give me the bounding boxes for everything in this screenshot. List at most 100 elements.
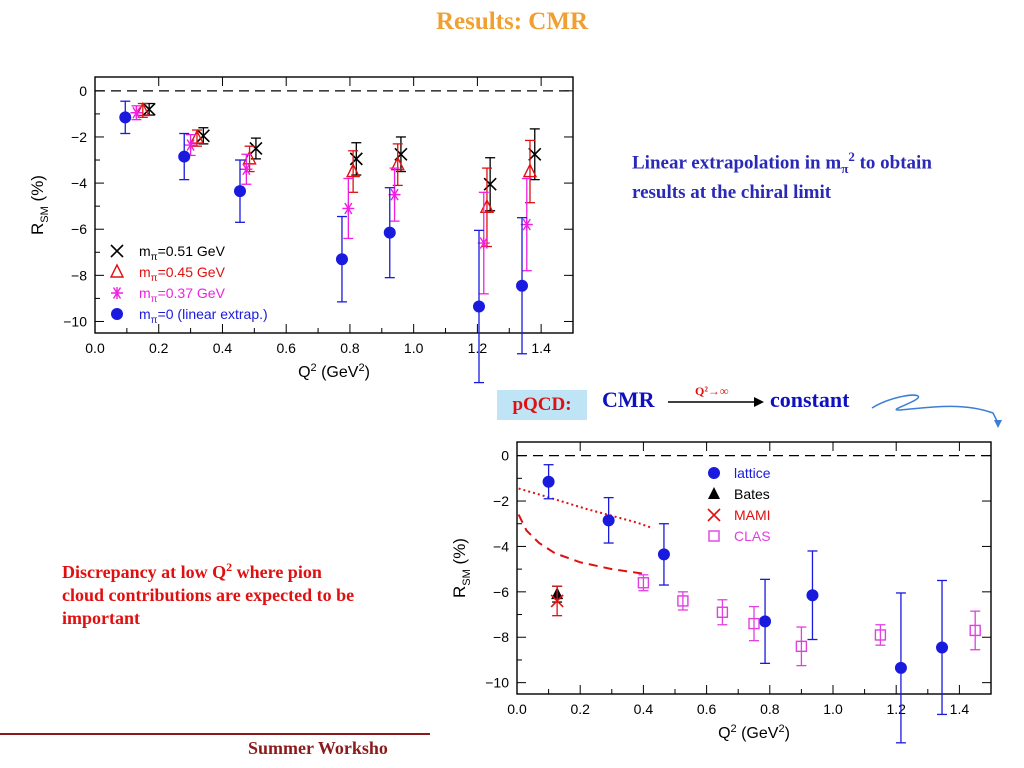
data-point	[759, 615, 772, 628]
data-point	[345, 162, 361, 178]
note-linear-subscript: π	[841, 161, 849, 177]
footer-divider	[0, 733, 430, 735]
data-point	[550, 594, 564, 608]
x-tick-label: 0.8	[760, 701, 780, 717]
x-tick-label: 0.4	[213, 340, 233, 356]
pqcd-limit: Q²→∞	[695, 384, 729, 398]
data-point	[130, 106, 143, 119]
y-tick-label: −2	[493, 493, 509, 509]
pqcd-label: pQCD:	[497, 390, 587, 420]
y-tick-label: −4	[71, 175, 87, 191]
y-tick-label: −8	[71, 267, 87, 283]
note-discrepancy-rest: where pion cloud contributions are expec…	[62, 562, 355, 628]
data-point	[894, 661, 907, 674]
x-tick-label: 0.2	[149, 340, 169, 356]
data-point	[874, 629, 887, 641]
data-point	[342, 202, 355, 215]
slide-title: Results: CMR	[435, 8, 589, 35]
y-tick-label: −6	[71, 221, 87, 237]
y-tick-label: −4	[493, 538, 509, 554]
note-linear-extrapolation: Linear extrapolation in mπ2 to obtain re…	[632, 145, 972, 205]
x-tick-label: 1.0	[823, 701, 843, 717]
x-axis-label: Q2 (GeV2)	[298, 362, 370, 381]
data-point	[936, 641, 949, 654]
legend-label: mπ=0.45 GeV	[139, 264, 226, 284]
x-tick-label: 0.8	[340, 340, 360, 356]
legend-label: mπ=0 (linear extrap.)	[139, 306, 268, 326]
x-tick-label: 0.6	[276, 340, 296, 356]
data-point	[178, 150, 191, 163]
legend-marker	[111, 308, 123, 320]
pqcd-cmr: CMR	[602, 387, 655, 412]
data-point	[390, 156, 405, 171]
data-point	[472, 300, 485, 313]
data-point	[677, 595, 689, 607]
y-tick-label: −10	[63, 313, 87, 329]
chart-lattice-vs-experiment: 0.0 0.2 0.4 0.6 0.8 1.0 1.2 1.4 0 −2 −4 −6 −8 −10 Q2 (…	[450, 441, 992, 744]
legend-label: Bates	[734, 486, 770, 502]
note-discrepancy-text: Discrepancy at low Q	[62, 562, 227, 582]
data-point	[388, 188, 401, 201]
data-point	[602, 514, 615, 527]
data-point	[748, 617, 760, 630]
data-point	[249, 141, 263, 156]
data-point	[240, 163, 253, 176]
data-point	[806, 589, 819, 602]
legend-label: mπ=0.37 GeV	[139, 285, 226, 305]
pqcd-constant: constant	[770, 387, 850, 412]
y-tick-label: −10	[485, 675, 509, 691]
data-point	[716, 606, 729, 618]
data-point	[795, 640, 808, 653]
plot-frame	[94, 76, 574, 334]
y-tick-label: 0	[501, 448, 509, 464]
x-tick-label: 0.0	[507, 701, 527, 717]
y-tick-label: −8	[493, 629, 509, 645]
note-linear-text: Linear extrapolation in m	[632, 152, 842, 174]
data-point	[522, 162, 538, 178]
curve-dotted	[518, 487, 654, 530]
note-linear-rest: to obtain results at the chiral limit	[632, 152, 932, 204]
data-point	[528, 147, 542, 161]
data-point	[233, 185, 246, 198]
plot-frame	[516, 441, 992, 695]
legend-marker	[111, 287, 123, 299]
x-tick-label: 0.2	[570, 701, 590, 717]
note-linear-superscript: 2	[848, 149, 855, 164]
data-point	[189, 129, 205, 144]
data-point	[637, 577, 650, 589]
x-tick-label: 1.4	[950, 701, 970, 717]
legend-marker	[707, 508, 721, 522]
data-point	[196, 129, 210, 143]
data-point	[542, 475, 555, 488]
pqcd-arrow-icon	[668, 397, 764, 407]
x-tick-label: 1.2	[468, 340, 488, 356]
y-tick-label: −2	[71, 129, 87, 145]
legend-marker	[109, 263, 125, 278]
x-tick-label: 0.0	[85, 340, 105, 356]
note-discrepancy: Discrepancy at low Q2 where pion cloud c…	[62, 556, 362, 630]
x-tick-label: 1.4	[531, 340, 551, 356]
y-tick-label: 0	[79, 83, 87, 99]
legend-label: MAMI	[734, 507, 771, 523]
data-point	[969, 624, 981, 637]
legend-marker	[708, 467, 720, 479]
data-point	[520, 218, 533, 231]
legend-marker	[708, 530, 720, 542]
x-tick-label: 1.0	[404, 340, 424, 356]
data-point	[335, 253, 348, 266]
data-point	[184, 139, 197, 152]
legend-label: CLAS	[734, 528, 771, 544]
y-tick-label: −6	[493, 584, 509, 600]
y-axis-label: RSM (%)	[28, 175, 51, 235]
x-tick-label: 1.2	[886, 701, 906, 717]
footer-text: Summer Worksho	[248, 738, 388, 758]
y-axis-label: RSM (%)	[450, 538, 473, 598]
squiggle-arrow-icon	[871, 394, 1002, 428]
legend-marker	[708, 487, 720, 499]
data-point	[142, 102, 156, 116]
x-tick-label: 0.6	[697, 701, 717, 717]
data-point	[383, 226, 396, 239]
legend-marker	[110, 244, 124, 258]
legend-label: lattice	[734, 465, 771, 481]
data-point	[349, 152, 363, 166]
